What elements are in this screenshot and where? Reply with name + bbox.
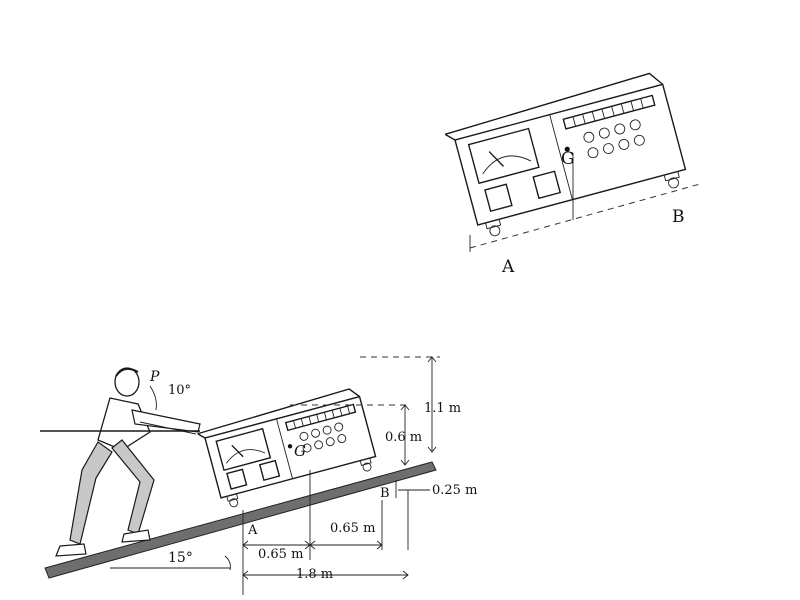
- dim-wheel-label: 0.25 m: [432, 483, 477, 498]
- top-meter-arc: [482, 155, 532, 175]
- bottom-ruler-strip: [284, 403, 357, 432]
- bottom-wheel-B: [359, 457, 372, 472]
- top-square-button-right: [532, 170, 562, 200]
- person-arms: [131, 409, 201, 433]
- dim-length-label: 1.8 m: [296, 567, 333, 582]
- top-knob-row: [583, 119, 645, 159]
- person-figure: [55, 367, 201, 557]
- force-label-P: P: [149, 369, 160, 385]
- top-cabinet-figure: [444, 72, 687, 237]
- top-center-of-gravity-point: [564, 146, 570, 152]
- bottom-cabinet-lid: [197, 388, 360, 439]
- dim-AB-arrows: [242, 540, 383, 550]
- dim-length-arrows: [242, 570, 409, 580]
- top-square-button-left: [484, 183, 513, 213]
- top-ruler-ticks: [572, 98, 644, 127]
- top-meter-window: [467, 127, 540, 185]
- person-shoe-front: [121, 529, 151, 543]
- top-cabinet-lid: [444, 72, 664, 141]
- dim-G-to-B-label: 0.65 m: [330, 521, 375, 536]
- dim-height-G-label: 0.6 m: [385, 430, 422, 445]
- top-label-B: B: [672, 207, 685, 227]
- person-forearm-line: [139, 421, 197, 435]
- bottom-center-of-gravity-point: [287, 444, 293, 449]
- bottom-label-B: B: [380, 486, 390, 501]
- bottom-knob-row: [299, 422, 347, 453]
- top-label-G: G: [561, 149, 575, 169]
- push-angle-arc: [149, 385, 157, 411]
- bottom-label-G: G: [294, 442, 306, 460]
- top-meter-needle: [488, 151, 504, 167]
- dim-height-total-label: 1.1 m: [424, 401, 461, 416]
- dim-height-total-arrows: [427, 356, 437, 453]
- bottom-panel-divider: [276, 418, 293, 479]
- dim-A-to-G-label: 0.65 m: [258, 547, 303, 562]
- top-wheel-A: [484, 218, 502, 237]
- bottom-cabinet-figure: [197, 388, 377, 508]
- slope-angle-label: 15°: [168, 550, 193, 566]
- push-angle-label: 10°: [168, 383, 191, 398]
- bottom-meter-arc: [225, 449, 266, 464]
- bottom-meter-needle: [231, 444, 244, 458]
- bottom-wheel-A: [226, 493, 239, 508]
- incline-ground: [44, 461, 437, 579]
- bottom-square-button-right: [258, 459, 281, 482]
- top-wheel-B: [663, 170, 680, 189]
- top-label-A: A: [501, 257, 515, 277]
- bottom-ruler-ticks: [293, 405, 351, 429]
- person-shoe-back: [55, 543, 87, 557]
- bottom-meter-window: [215, 427, 272, 472]
- slope-angle-arc: [224, 555, 231, 571]
- top-panel-divider: [549, 114, 573, 200]
- bottom-square-button-left: [226, 468, 248, 490]
- top-cabinet-body: [454, 83, 687, 226]
- person-leg-front: [111, 439, 155, 535]
- bottom-label-A: A: [247, 523, 258, 538]
- person-leg-back: [69, 441, 113, 545]
- top-ground-dashed-line: [469, 183, 701, 249]
- top-ruler-strip: [562, 94, 656, 130]
- person-hair: [115, 367, 139, 377]
- bottom-cabinet-body: [204, 395, 377, 499]
